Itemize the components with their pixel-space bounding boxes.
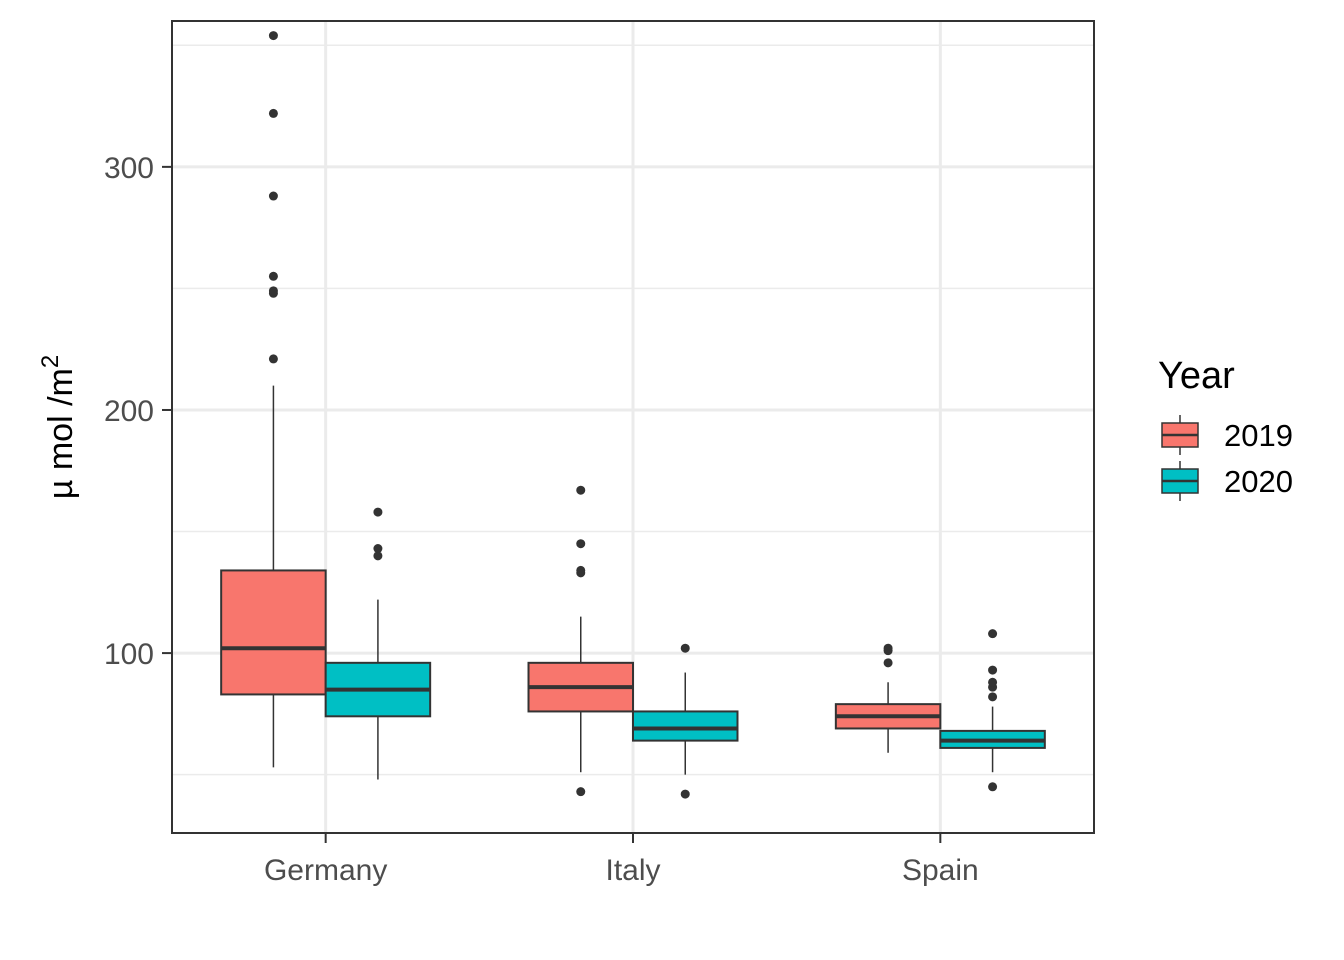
y-axis-title: µ mol /m2 [37, 355, 80, 499]
outlier-point [268, 108, 278, 118]
outlier-point [268, 31, 278, 41]
axes: 100 200 300 Germany Italy Spain [104, 152, 979, 887]
outlier-point [576, 787, 586, 797]
outlier-point [988, 665, 998, 675]
outlier-point [576, 539, 586, 549]
legend-label: 2020 [1224, 464, 1293, 499]
legend: Year 2019 2020 [1158, 355, 1293, 501]
y-axis-title-text: µ mol /m [42, 368, 80, 499]
outlier-point [373, 551, 383, 561]
outlier-point [268, 354, 278, 364]
outlier-point [680, 643, 690, 653]
outlier-point [268, 286, 278, 296]
outlier-point [680, 789, 690, 799]
outlier-point [988, 692, 998, 702]
x-tick-label: Germany [264, 854, 387, 887]
y-tick-label: 100 [104, 638, 154, 671]
x-tick-label: Italy [605, 854, 660, 887]
grid [172, 21, 1094, 833]
outlier-point [373, 544, 383, 554]
outlier-point [883, 658, 893, 668]
box-iqr [220, 569, 327, 696]
y-tick-label: 300 [104, 152, 154, 185]
boxes [220, 31, 1046, 799]
outlier-point [268, 271, 278, 281]
y-tick-label: 200 [104, 395, 154, 428]
y-axis-title-superscript: 2 [37, 355, 64, 368]
legend-label: 2019 [1224, 418, 1293, 453]
outlier-point [988, 629, 998, 639]
outlier-point [988, 677, 998, 687]
x-tick-label: Spain [902, 854, 979, 887]
outlier-point [373, 507, 383, 517]
outlier-point [988, 782, 998, 792]
outlier-point [268, 191, 278, 201]
legend-title: Year [1158, 355, 1235, 397]
box-iqr [632, 710, 739, 742]
outlier-point [883, 643, 893, 653]
outlier-point [576, 565, 586, 575]
outlier-point [576, 485, 586, 495]
